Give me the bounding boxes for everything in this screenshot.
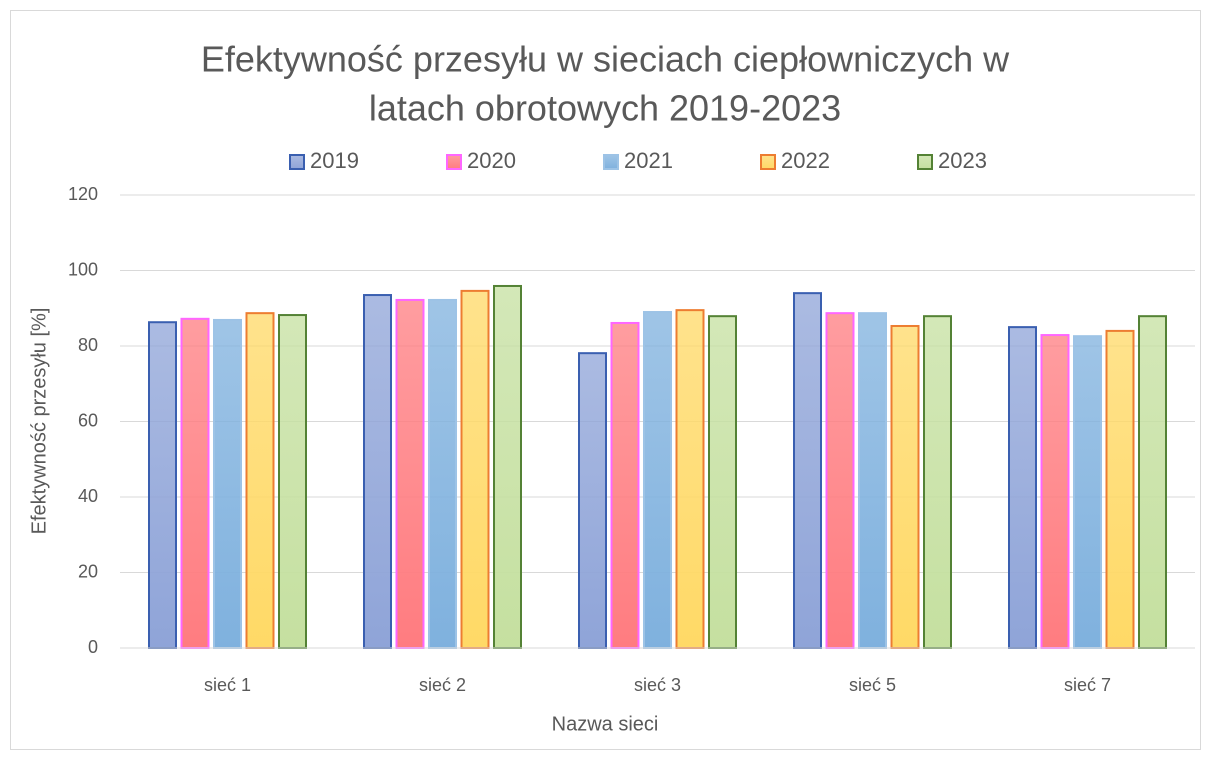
bar	[460, 289, 490, 649]
y-tick-label: 60	[78, 410, 98, 430]
x-tick-label: sieć 1	[204, 675, 251, 695]
x-tick-label: sieć 5	[849, 675, 896, 695]
bar	[213, 318, 242, 649]
bar	[363, 294, 392, 649]
x-tick-label: sieć 7	[1064, 675, 1111, 695]
bar	[1040, 334, 1070, 649]
bar	[643, 311, 672, 649]
chart-title: latach obrotowych 2019-2023	[369, 88, 841, 129]
legend-swatch	[446, 154, 462, 170]
y-tick-label: 20	[78, 561, 98, 581]
legend-label: 2023	[938, 148, 987, 173]
legend-label: 2021	[624, 148, 673, 173]
legend-swatch	[603, 154, 619, 170]
legend-swatch	[289, 154, 305, 170]
bar	[890, 324, 920, 649]
bar	[825, 312, 855, 649]
bar	[923, 315, 952, 649]
x-tick-label: sieć 3	[634, 675, 681, 695]
bar	[245, 312, 275, 649]
x-axis-label: Nazwa sieci	[552, 713, 659, 735]
legend-swatch	[760, 154, 776, 170]
y-tick-label: 40	[78, 486, 98, 506]
y-tick-label: 120	[68, 184, 98, 204]
bar	[180, 317, 210, 649]
y-axis-label: Efektywność przesyłu [%]	[28, 308, 50, 535]
bar	[1008, 326, 1037, 649]
y-tick-label: 0	[88, 637, 98, 657]
bar	[1073, 335, 1102, 649]
y-tick-label: 100	[68, 259, 98, 279]
bar	[708, 315, 737, 649]
bar	[578, 352, 607, 649]
legend-label: 2020	[467, 148, 516, 173]
bar	[610, 321, 640, 649]
legend-swatch	[917, 154, 933, 170]
bar	[278, 314, 307, 649]
bar	[428, 298, 457, 649]
bar	[148, 321, 177, 649]
bar	[1105, 329, 1135, 649]
y-tick-label: 80	[78, 335, 98, 355]
chart-title: Efektywność przesyłu w sieciach ciepłown…	[201, 39, 1010, 80]
bar	[675, 309, 705, 649]
x-tick-label: sieć 2	[419, 675, 466, 695]
bar	[1138, 315, 1167, 649]
bar	[793, 292, 822, 649]
bar	[493, 284, 522, 649]
legend-label: 2019	[310, 148, 359, 173]
bar	[858, 312, 887, 649]
bar	[395, 298, 425, 649]
legend-label: 2022	[781, 148, 830, 173]
